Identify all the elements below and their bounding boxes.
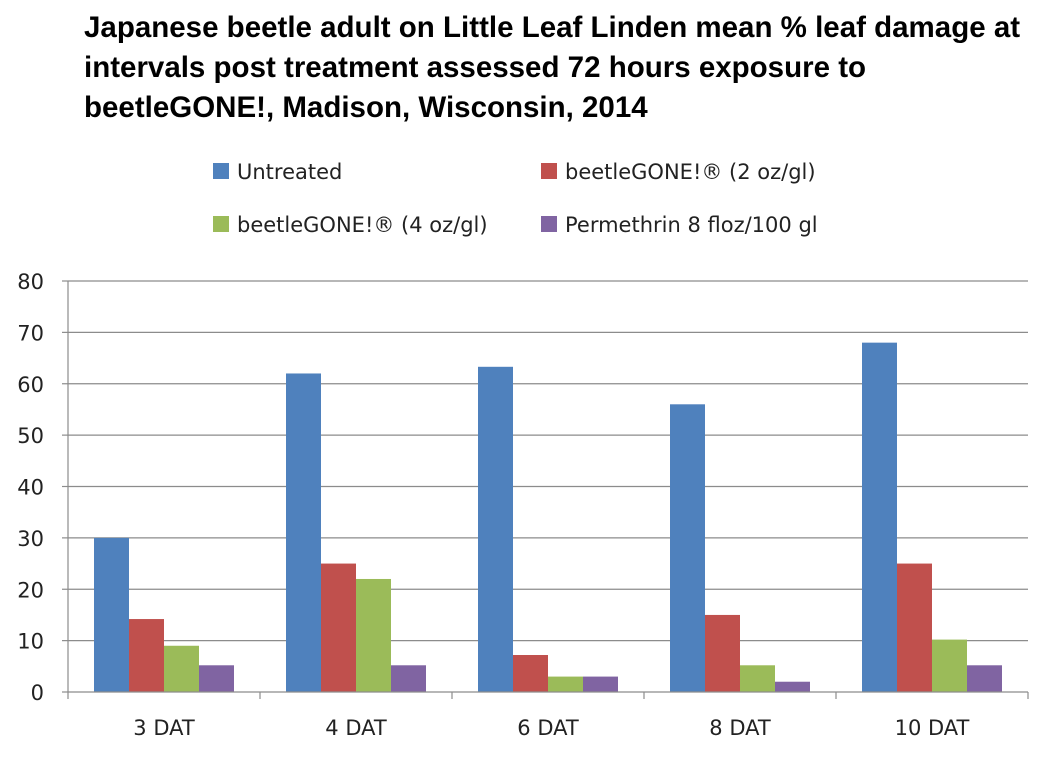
x-tick-label: 6 DAT — [517, 716, 579, 740]
legend-swatch — [213, 163, 229, 179]
legend-swatch — [541, 216, 557, 232]
y-tick-label: 70 — [17, 321, 44, 345]
y-tick-label: 50 — [17, 424, 44, 448]
legend-label: Permethrin 8 floz/100 gl — [565, 213, 818, 237]
y-tick-label: 0 — [31, 681, 44, 705]
y-tick-label: 60 — [17, 373, 44, 397]
y-tick-label: 10 — [17, 630, 44, 654]
bar — [967, 665, 1002, 692]
bar — [862, 342, 897, 692]
legend-swatch — [541, 163, 557, 179]
bar — [897, 563, 932, 692]
legend-label: beetleGONE!® (4 oz/gl) — [237, 213, 488, 237]
y-tick-label: 40 — [17, 476, 44, 500]
x-tick-label: 3 DAT — [133, 716, 195, 740]
bar — [775, 681, 810, 692]
bar — [356, 578, 391, 692]
legend-label: Untreated — [237, 160, 342, 184]
bar — [321, 563, 356, 692]
legend-label: beetleGONE!® (2 oz/gl) — [565, 160, 816, 184]
chart-title: Japanese beetle adult on Little Leaf Lin… — [84, 11, 1021, 124]
bar — [199, 665, 234, 692]
bar — [513, 655, 548, 692]
x-axis-ticks: 3 DAT 4 DAT 6 DAT 8 DAT 10 DAT — [67, 692, 1029, 740]
bar — [583, 676, 618, 692]
x-tick-label: 8 DAT — [709, 716, 771, 740]
bar — [391, 665, 426, 692]
bar — [129, 619, 164, 692]
bar — [548, 676, 583, 692]
y-tick-label: 30 — [17, 527, 44, 551]
bars — [94, 342, 1002, 692]
axes — [67, 281, 1028, 693]
legend: Untreated beetleGONE!® (2 oz/gl) beetleGON… — [213, 160, 818, 237]
y-tick-label: 20 — [17, 578, 44, 602]
x-tick-label: 10 DAT — [895, 716, 970, 740]
y-tick-label: 80 — [17, 270, 44, 294]
bar — [932, 639, 967, 692]
x-tick-label: 4 DAT — [325, 716, 387, 740]
bar — [670, 404, 705, 692]
bar — [705, 614, 740, 692]
y-axis-ticks: 0 10 20 30 40 50 60 70 80 — [17, 270, 68, 705]
bar — [94, 537, 129, 692]
bar — [164, 645, 199, 692]
bar — [286, 373, 321, 692]
bar — [740, 665, 775, 692]
legend-swatch — [213, 216, 229, 232]
bar — [478, 366, 513, 692]
